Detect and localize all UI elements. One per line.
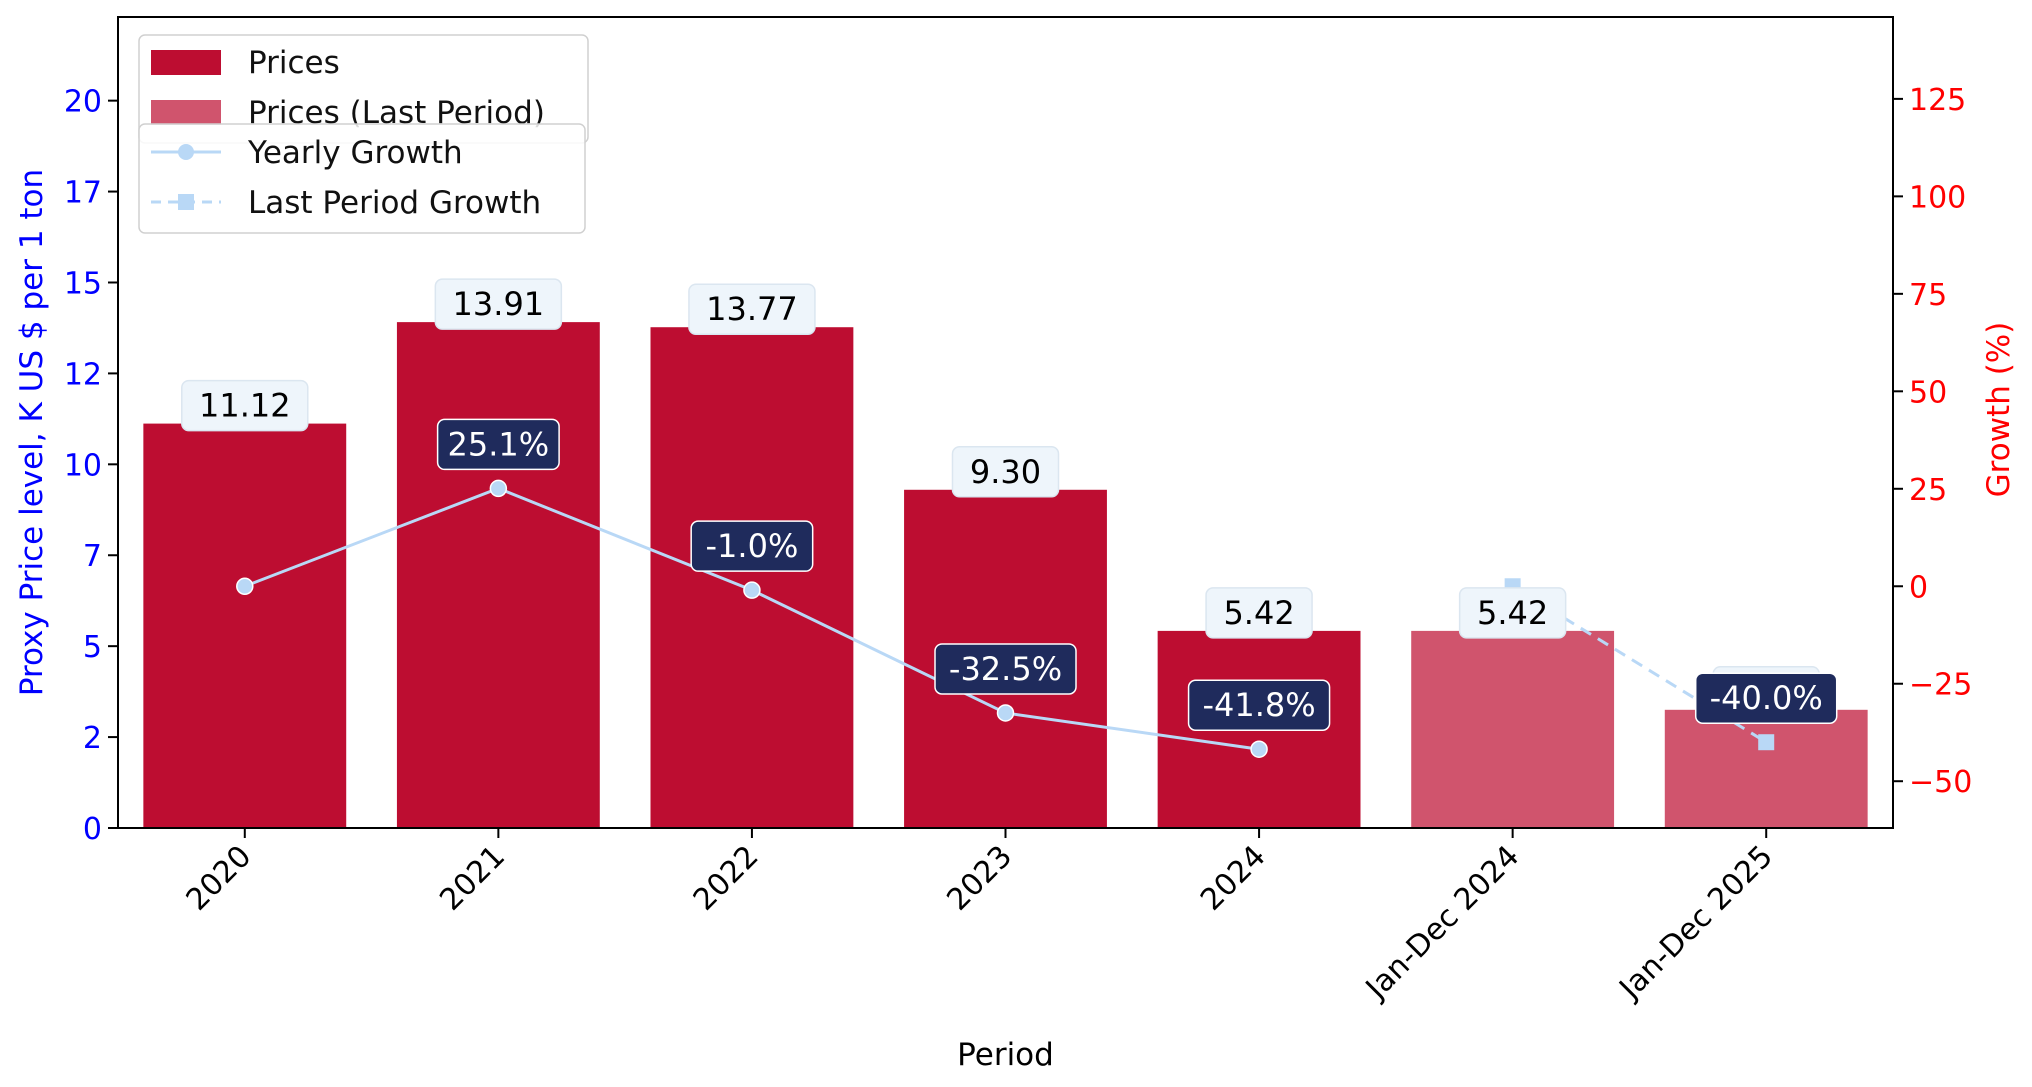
right-tick-label-3: 25 bbox=[1909, 473, 1947, 508]
left-tick-label-3: 7 bbox=[83, 539, 102, 574]
right-tick-label-7: 125 bbox=[1909, 83, 1966, 118]
growth-label-2-1: 25.1% bbox=[436, 418, 560, 471]
growth-label-text-4: -41.8% bbox=[1202, 686, 1315, 724]
growth-label-box-6 bbox=[1694, 672, 1838, 724]
legend-last-marker bbox=[178, 194, 194, 210]
legend-prices-last-swatch bbox=[151, 100, 221, 125]
left-tick-label-1: 2 bbox=[83, 721, 102, 756]
price-label-0: 11.12 bbox=[181, 379, 309, 432]
data-labels-layer: 11.1213.9113.779.305.425.423.2525.1%-1.0… bbox=[181, 278, 1838, 731]
price-label-1: 13.91 bbox=[434, 278, 563, 330]
bar-prices-last-period-5 bbox=[1411, 630, 1615, 828]
left-tick-label-7: 17 bbox=[64, 176, 102, 211]
price-label-text-2: 13.77 bbox=[706, 290, 798, 328]
x-axis-title: Period bbox=[957, 1037, 1054, 1073]
price-label-text-3: 9.30 bbox=[970, 453, 1041, 491]
right-tick-label-1: −25 bbox=[1909, 668, 1972, 703]
yearly-growth-point-2 bbox=[743, 581, 761, 599]
legend-growth-frame bbox=[138, 123, 586, 234]
price-label-2: 13.77 bbox=[688, 283, 816, 335]
yearly-growth-point-4 bbox=[1250, 740, 1268, 758]
right-axis-title: Growth (%) bbox=[1981, 322, 2017, 498]
legend-last-label: Last Period Growth bbox=[248, 185, 541, 221]
growth-label-2-4: -41.8% bbox=[1187, 679, 1331, 731]
growth-label-box-3 bbox=[934, 643, 1077, 695]
price-label-5: 5.42 bbox=[1458, 587, 1567, 639]
bar-prices-1 bbox=[396, 322, 600, 828]
right-tick-label-4: 50 bbox=[1909, 375, 1947, 410]
price-label-text-0: 11.12 bbox=[199, 387, 291, 425]
yearly-growth-point-1 bbox=[489, 479, 508, 498]
growth-label-text-1: 25.1% bbox=[448, 425, 550, 463]
price-label-3: 9.30 bbox=[951, 446, 1060, 498]
right-tick-label-0: −50 bbox=[1909, 765, 1972, 800]
left-tick-label-8: 20 bbox=[64, 85, 102, 120]
growth-label-box-4 bbox=[1187, 679, 1331, 731]
price-label-box-2 bbox=[688, 283, 816, 335]
price-label-box-5 bbox=[1458, 587, 1567, 639]
price-label-4: 5.42 bbox=[1205, 587, 1313, 639]
growth-label-2-3: -32.5% bbox=[934, 643, 1077, 695]
legend-prices-swatch bbox=[151, 50, 221, 75]
left-tick-label-2: 5 bbox=[83, 630, 102, 665]
legend-yearly-marker bbox=[178, 144, 194, 160]
left-tick-label-4: 10 bbox=[64, 448, 102, 483]
left-axis-ticks: 0 2 5 7 10 12 15 17 20 bbox=[64, 85, 118, 847]
left-axis-title: Proxy Price level, K US $ per 1 ton bbox=[14, 169, 50, 696]
right-tick-label-6: 100 bbox=[1909, 180, 1966, 215]
yearly-growth-point-0 bbox=[236, 577, 254, 596]
right-tick-label-5: 75 bbox=[1909, 278, 1947, 313]
bar-prices-0 bbox=[143, 423, 347, 828]
growth-label-2-2: -1.0% bbox=[690, 520, 814, 572]
growth-label-3-6: -40.0% bbox=[1694, 672, 1838, 724]
price-label-box-0 bbox=[181, 379, 309, 432]
left-tick-label-5: 12 bbox=[64, 357, 102, 392]
left-tick-label-0: 0 bbox=[83, 812, 102, 847]
growth-label-text-6: -40.0% bbox=[1710, 679, 1823, 717]
bar-prices-2 bbox=[650, 327, 854, 828]
left-tick-label-6: 15 bbox=[64, 266, 102, 301]
growth-label-box-2 bbox=[690, 520, 814, 572]
last-period-growth-point-6 bbox=[1758, 734, 1775, 751]
legend-growth: Yearly Growth Last Period Growth bbox=[138, 123, 586, 234]
price-label-text-1: 13.91 bbox=[453, 285, 545, 323]
price-label-box-4 bbox=[1205, 587, 1313, 639]
legend-prices-label: Prices bbox=[248, 45, 340, 81]
growth-label-text-3: -32.5% bbox=[949, 650, 1062, 688]
growth-label-box-1 bbox=[436, 418, 560, 471]
price-label-box-3 bbox=[951, 446, 1060, 498]
right-axis-ticks: −50 −25 0 25 50 75 100 125 bbox=[1893, 83, 1972, 800]
bar-prices-last-period-6 bbox=[1664, 709, 1868, 828]
price-label-box-1 bbox=[434, 278, 563, 330]
price-label-text-4: 5.42 bbox=[1223, 594, 1294, 632]
growth-label-text-2: -1.0% bbox=[706, 527, 799, 565]
right-tick-label-2: 0 bbox=[1909, 570, 1928, 605]
price-label-text-5: 5.42 bbox=[1477, 594, 1548, 632]
yearly-growth-point-3 bbox=[996, 704, 1015, 722]
legend-yearly-label: Yearly Growth bbox=[247, 135, 463, 171]
